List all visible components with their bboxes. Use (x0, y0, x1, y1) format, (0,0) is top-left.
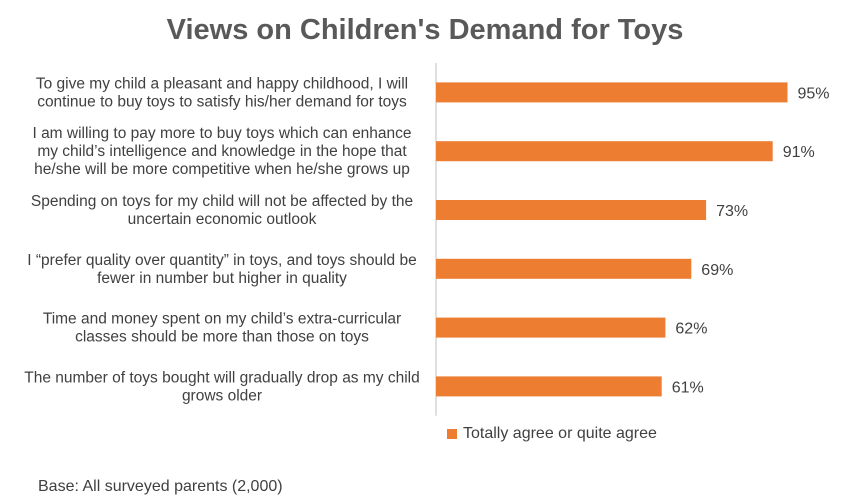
chart-title: Views on Children's Demand for Toys (166, 14, 684, 46)
category-label-line: Time and money spent on my child’s extra… (43, 311, 401, 328)
bar (436, 82, 788, 103)
footnote: Base: All surveyed parents (2,000) (38, 478, 283, 495)
bar (436, 376, 662, 397)
category-label-line: my child’s intelligence and knowledge in… (37, 143, 407, 160)
category-label-line: I am willing to pay more to buy toys whi… (32, 125, 411, 142)
bar (436, 258, 692, 279)
bar (436, 317, 666, 338)
legend-swatch (447, 429, 457, 439)
data-label: 91% (783, 144, 815, 161)
legend-label: Totally agree or quite agree (463, 425, 657, 442)
category-label: Time and money spent on my child’s extra… (43, 311, 401, 346)
category-label-line: The number of toys bought will gradually… (24, 369, 419, 386)
category-label-line: I “prefer quality over quantity” in toys… (27, 252, 416, 269)
category-label: To give my child a pleasant and happy ch… (36, 75, 408, 110)
data-label: 95% (798, 85, 830, 102)
category-label-line: uncertain economic outlook (128, 211, 317, 228)
category-label: I am willing to pay more to buy toys whi… (32, 125, 411, 178)
bar (436, 141, 773, 162)
category-label: The number of toys bought will gradually… (24, 369, 419, 404)
category-label-line: To give my child a pleasant and happy ch… (36, 75, 408, 92)
data-label: 61% (672, 379, 704, 396)
legend: Totally agree or quite agree (447, 425, 657, 443)
category-label-line: Spending on toys for my child will not b… (31, 193, 413, 210)
bar (436, 200, 707, 220)
data-label: 69% (701, 262, 733, 279)
data-label: 73% (716, 203, 748, 220)
category-label-line: classes should be more than those on toy… (75, 329, 369, 346)
category-label-line: he/she will be more competitive when he/… (34, 161, 410, 178)
category-label: Spending on toys for my child will not b… (31, 193, 413, 228)
category-label-line: continue to buy toys to satisfy his/her … (37, 93, 407, 110)
category-label-line: grows older (182, 387, 262, 404)
data-label: 62% (675, 321, 707, 338)
category-label: I “prefer quality over quantity” in toys… (27, 252, 416, 287)
category-label-line: fewer in number but higher in quality (97, 270, 347, 287)
